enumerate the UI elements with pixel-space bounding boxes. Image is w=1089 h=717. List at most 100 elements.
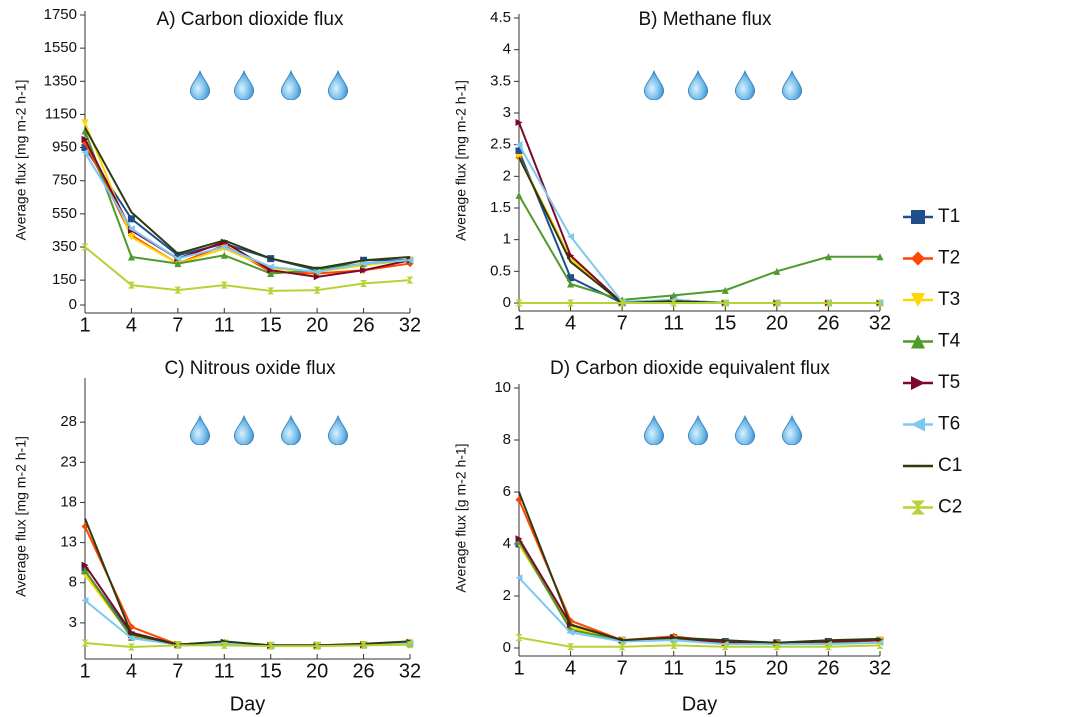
data-point xyxy=(81,243,89,251)
x-tick-label: 20 xyxy=(766,657,788,679)
data-point xyxy=(313,642,321,650)
x-tick-label: 4 xyxy=(126,660,137,682)
panel: B) Methane flux Average flux [mg m-2 h-1]… xyxy=(453,9,891,334)
y-tick-label: 150 xyxy=(52,271,77,288)
data-point xyxy=(267,270,275,278)
x-tick-label: 7 xyxy=(172,314,183,336)
data-point xyxy=(360,641,368,649)
data-point xyxy=(670,291,678,299)
x-tick-label: 7 xyxy=(617,657,628,679)
x-tick-label: 32 xyxy=(399,660,421,682)
data-point xyxy=(313,265,321,273)
x-tick-label: 15 xyxy=(260,314,282,336)
data-point xyxy=(220,641,228,649)
x-tick-label: 32 xyxy=(869,657,891,679)
y-tick-label: 1.5 xyxy=(490,199,511,216)
legend-label: T1 xyxy=(938,206,960,227)
data-point xyxy=(721,299,729,307)
data-point xyxy=(515,299,523,307)
y-tick-label: 3 xyxy=(69,614,77,631)
y-tick-label: 0 xyxy=(503,294,511,311)
data-point xyxy=(515,153,523,161)
x-tick-label: 26 xyxy=(817,312,839,334)
data-point xyxy=(81,124,89,132)
data-point xyxy=(773,299,781,307)
data-point xyxy=(721,643,729,651)
y-tick-label: 0.5 xyxy=(490,262,511,279)
y-tick-label: 350 xyxy=(52,238,77,255)
y-tick-label: 1150 xyxy=(45,105,77,122)
x-tick-label: 11 xyxy=(214,314,235,336)
data-point xyxy=(824,299,832,307)
data-point xyxy=(721,286,729,294)
data-point xyxy=(618,636,626,644)
data-point xyxy=(515,634,523,642)
y-tick-label: 4 xyxy=(503,41,511,58)
data-point xyxy=(618,299,626,307)
data-point xyxy=(81,149,89,157)
x-tick-label: 1 xyxy=(513,312,524,334)
y-axis-label: Average flux [mg m-2 h-1] xyxy=(13,80,29,241)
data-point xyxy=(127,253,135,261)
chart-title: C) Nitrous oxide flux xyxy=(164,358,336,379)
x-tick-label: 20 xyxy=(306,660,328,682)
data-point xyxy=(81,561,89,569)
data-point xyxy=(81,639,89,647)
y-tick-label: 2.5 xyxy=(490,136,511,153)
data-point xyxy=(81,119,89,127)
y-tick-label: 3 xyxy=(503,104,511,121)
panel: D) Carbon dioxide equivalent flux Average… xyxy=(453,358,891,715)
legend-label: C1 xyxy=(938,455,962,476)
data-point xyxy=(721,636,729,644)
data-point xyxy=(220,243,228,251)
data-point xyxy=(127,208,135,216)
y-tick-label: 10 xyxy=(494,379,511,396)
legend-label: T3 xyxy=(938,289,960,310)
data-point xyxy=(174,260,182,268)
data-point xyxy=(670,641,678,649)
data-point xyxy=(876,299,884,307)
legend-label: T2 xyxy=(938,248,960,269)
data-point xyxy=(824,636,832,644)
data-point xyxy=(174,286,182,294)
data-point xyxy=(567,299,575,307)
y-tick-label: 550 xyxy=(52,205,77,222)
data-point xyxy=(567,233,575,240)
y-tick-label: 18 xyxy=(60,493,77,510)
data-point xyxy=(567,621,575,629)
panel: C) Nitrous oxide flux Average flux [mg m-… xyxy=(13,358,421,715)
x-tick-label: 15 xyxy=(714,312,736,334)
data-point xyxy=(515,488,523,496)
legend-label: T6 xyxy=(938,414,960,435)
y-tick-label: 1750 xyxy=(44,6,77,23)
x-tick-label: 26 xyxy=(352,314,374,336)
data-point xyxy=(313,268,321,276)
data-point xyxy=(824,253,832,261)
series-line xyxy=(518,491,881,644)
series-line xyxy=(84,147,410,272)
legend-label: T5 xyxy=(938,372,960,393)
y-tick-label: 1350 xyxy=(44,72,77,89)
data-point xyxy=(127,225,135,233)
data-point xyxy=(127,233,135,241)
data-point xyxy=(406,256,414,264)
data-point xyxy=(127,215,135,223)
data-point xyxy=(406,641,414,649)
series-line xyxy=(84,564,411,647)
series-line xyxy=(84,641,411,648)
series-line xyxy=(518,194,880,301)
y-axis-label: Average flux [mg m-2 h-1] xyxy=(453,80,469,241)
series-line xyxy=(84,142,411,275)
x-tick-label: 32 xyxy=(399,314,421,336)
chart-title: B) Methane flux xyxy=(638,9,772,30)
y-tick-label: 4.5 xyxy=(490,9,511,26)
x-tick-label: 20 xyxy=(766,312,788,334)
x-tick-label: 20 xyxy=(306,314,328,336)
series-line xyxy=(84,127,411,270)
data-point xyxy=(81,567,89,575)
legend-marker xyxy=(911,500,925,515)
chart-title: D) Carbon dioxide equivalent flux xyxy=(550,358,830,379)
legend-label: T4 xyxy=(938,331,961,352)
data-point xyxy=(220,637,228,645)
